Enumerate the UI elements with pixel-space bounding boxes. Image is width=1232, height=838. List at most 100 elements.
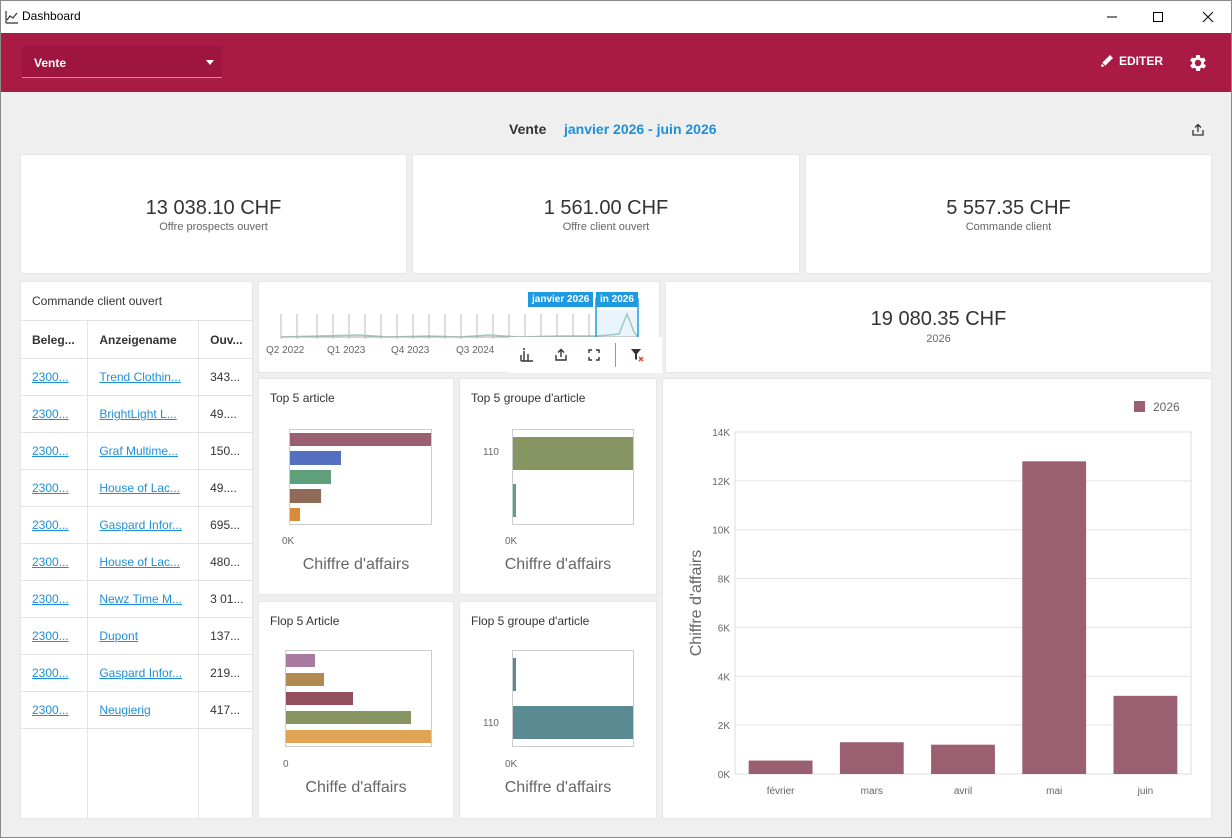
export-icon[interactable] — [1191, 123, 1205, 137]
chart-bar[interactable] — [1022, 461, 1087, 774]
chart-bar[interactable] — [286, 653, 315, 668]
document-number-link-text[interactable]: 2300... — [32, 370, 69, 384]
document-number-link[interactable]: 2300... — [21, 506, 89, 544]
date-range[interactable]: janvier 2026 - juin 2026 — [564, 121, 717, 137]
document-number-link-text[interactable]: 2300... — [32, 407, 69, 421]
range-start-chip[interactable]: janvier 2026 — [528, 292, 594, 307]
document-number-link[interactable]: 2300... — [21, 654, 89, 692]
customer-name-link[interactable]: Gaspard Infor... — [87, 506, 200, 544]
chart-bar[interactable] — [290, 432, 431, 447]
table-row[interactable]: 2300... Dupont 137... — [21, 617, 253, 655]
flop5-article-chart[interactable]: Flop 5 Article 0 Chiffe d'affairs — [258, 601, 454, 819]
maximize-button[interactable] — [1135, 1, 1181, 33]
export-icon[interactable] — [553, 347, 569, 363]
chart-bar[interactable] — [513, 658, 516, 692]
kpi-value: 1 561.00 CHF — [543, 197, 669, 219]
customer-name-link[interactable]: Trend Clothin... — [87, 358, 200, 396]
kpi-card-client-order[interactable]: 5 557.35 CHF Commande client — [805, 154, 1212, 274]
chart-bar[interactable] — [286, 672, 324, 687]
edit-button[interactable]: EDITER — [1099, 53, 1163, 69]
top5-article-chart[interactable]: Top 5 article 0K Chiffre d'affairs — [258, 378, 454, 595]
document-number-link-text[interactable]: 2300... — [32, 703, 69, 717]
document-number-link[interactable]: 2300... — [21, 580, 89, 618]
kpi-card-total[interactable]: 19 080.35 CHF 2026 — [665, 281, 1212, 373]
column-header[interactable]: Ouv... — [198, 320, 253, 359]
x-tick-label: mai — [1046, 786, 1062, 797]
document-number-link[interactable]: 2300... — [21, 358, 89, 396]
chart-bar[interactable] — [286, 691, 353, 706]
flop5-group-chart[interactable]: Flop 5 groupe d'article 110 0K Chiffre d… — [459, 601, 657, 819]
chart-bar[interactable] — [286, 729, 431, 744]
kpi-card-prospects[interactable]: 13 038.10 CHF Offre prospects ouvert — [20, 154, 407, 274]
document-number-link[interactable]: 2300... — [21, 395, 89, 433]
document-number-link[interactable]: 2300... — [21, 617, 89, 655]
minimize-button[interactable] — [1089, 1, 1135, 33]
chart-bar[interactable] — [513, 484, 516, 517]
customer-name-link[interactable]: House of Lac... — [87, 469, 200, 507]
table-row[interactable]: 2300... BrightLight L... 49.... — [21, 395, 253, 433]
monthly-revenue-chart[interactable]: 0K 2K 4K 6K 8K 10K 12K 14K Chiffre d'affairs févr… — [662, 378, 1212, 819]
document-number-link-text[interactable]: 2300... — [32, 666, 69, 680]
customer-name-link-text[interactable]: House of Lac... — [99, 555, 181, 569]
column-header[interactable]: Anzeigename — [87, 320, 200, 359]
chart-bar[interactable] — [748, 760, 813, 774]
customer-name-link-text[interactable]: Gaspard Infor... — [99, 518, 183, 532]
customer-name-link-text[interactable]: Trend Clothin... — [99, 370, 181, 384]
fullscreen-icon[interactable] — [586, 347, 602, 363]
document-number-link-text[interactable]: 2300... — [32, 481, 69, 495]
zoom-range-icon[interactable] — [519, 347, 535, 363]
chart-bar[interactable] — [290, 451, 341, 465]
chart-bar[interactable] — [290, 507, 300, 522]
gear-icon[interactable] — [1187, 52, 1209, 74]
table-row[interactable]: 2300... Graf Multime... 150... — [21, 432, 253, 470]
top5-group-chart[interactable]: Top 5 groupe d'article 110 0K Chiffre d'… — [459, 378, 657, 595]
table-row[interactable]: 2300... Newz Time M... 3 01... — [21, 580, 253, 618]
customer-name-link[interactable]: Graf Multime... — [87, 432, 200, 470]
table-row[interactable]: 2300... Trend Clothin... 343... — [21, 358, 253, 396]
customer-name-link-text[interactable]: Dupont — [99, 629, 139, 643]
chart-bar[interactable] — [839, 742, 904, 774]
customer-name-link[interactable]: House of Lac... — [87, 543, 200, 581]
document-number-link-text[interactable]: 2300... — [32, 555, 69, 569]
chart-bar[interactable] — [290, 489, 322, 503]
axis-tick: 0K — [505, 759, 518, 770]
kpi-card-client-offer[interactable]: 1 561.00 CHF Offre client ouvert — [412, 154, 800, 274]
chart-bar[interactable] — [1113, 695, 1178, 774]
customer-name-link[interactable]: Gaspard Infor... — [87, 654, 200, 692]
customer-name-link-text[interactable]: Newz Time M... — [99, 592, 183, 606]
view-dropdown-value: Vente — [34, 56, 67, 70]
document-number-link-text[interactable]: 2300... — [32, 518, 69, 532]
document-number-link[interactable]: 2300... — [21, 432, 89, 470]
customer-name-link[interactable]: Newz Time M... — [87, 580, 200, 618]
table-row[interactable]: 2300... Gaspard Infor... 695... — [21, 506, 253, 544]
table-row[interactable]: 2300... House of Lac... 49.... — [21, 469, 253, 507]
range-end-chip[interactable]: in 2026 — [596, 292, 638, 307]
chart-bar[interactable] — [513, 705, 633, 739]
view-dropdown[interactable]: Vente — [22, 46, 222, 78]
close-button[interactable] — [1185, 1, 1231, 33]
customer-name-link-text[interactable]: Neugierig — [99, 703, 151, 717]
document-number-link[interactable]: 2300... — [21, 543, 89, 581]
customer-name-link-text[interactable]: House of Lac... — [99, 481, 181, 495]
customer-name-link-text[interactable]: Gaspard Infor... — [99, 666, 183, 680]
customer-name-link-text[interactable]: Graf Multime... — [99, 444, 179, 458]
clear-filter-icon[interactable] — [629, 347, 645, 363]
table-row[interactable]: 2300... Gaspard Infor... 219... — [21, 654, 253, 692]
chart-bar[interactable] — [513, 437, 633, 470]
document-number-link-text[interactable]: 2300... — [32, 444, 69, 458]
table-row[interactable]: 2300... House of Lac... 480... — [21, 543, 253, 581]
table-row[interactable]: 2300... Neugierig 417... — [21, 691, 253, 729]
chart-bar[interactable] — [286, 710, 411, 725]
chart-bar[interactable] — [931, 744, 995, 774]
chart-bar[interactable] — [290, 470, 331, 484]
customer-name-link-text[interactable]: BrightLight L... — [99, 407, 177, 421]
customer-name-link[interactable]: Dupont — [87, 617, 200, 655]
document-number-link-text[interactable]: 2300... — [32, 592, 69, 606]
customer-name-link[interactable]: Neugierig — [87, 691, 200, 729]
customer-name-link[interactable]: BrightLight L... — [87, 395, 200, 433]
document-number-link[interactable]: 2300... — [21, 691, 89, 729]
document-number-link[interactable]: 2300... — [21, 469, 89, 507]
document-number-link-text[interactable]: 2300... — [32, 629, 69, 643]
column-header[interactable]: Beleg... — [21, 320, 89, 359]
